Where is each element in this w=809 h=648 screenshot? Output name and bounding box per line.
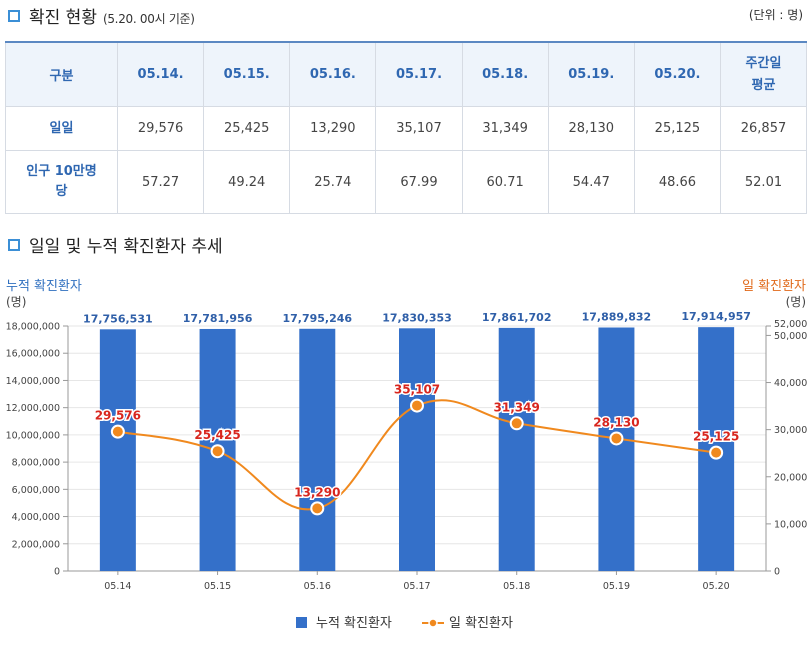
left-tick-label: 14,000,000 xyxy=(6,376,60,387)
line-value-label: 35,107 xyxy=(394,383,440,397)
line-value-label: 13,290 xyxy=(294,485,340,499)
bar-value-label: 17,781,956 xyxy=(183,312,253,325)
table-header-cell: 05.17. xyxy=(375,41,463,107)
right-tick-label: 50,000 xyxy=(774,331,807,342)
bar-value-label: 17,861,702 xyxy=(482,311,552,324)
line-value-label: 25,125 xyxy=(693,430,739,444)
left-tick-label: 2,000,000 xyxy=(12,539,60,550)
bar-value-label: 17,914,957 xyxy=(681,310,751,323)
table-header-cell: 05.20. xyxy=(633,41,722,107)
section-header-status: 확진 현황 (5.20. 00시 기준) xyxy=(8,3,195,28)
bar-cumulative xyxy=(399,328,435,571)
bar-value-label: 17,830,353 xyxy=(382,311,452,324)
left-tick-label: 4,000,000 xyxy=(12,512,60,523)
bar-cumulative xyxy=(299,328,336,571)
trend-chart: 누적 확진환자 (명) 일 확진환자 (명) 0 2,000,000 4,000,000 6,… xyxy=(0,272,809,644)
table-header-cell: 구분 xyxy=(5,41,118,107)
table-row: 인구 10만명 당 57.27 49.24 25.74 67.99 60.71 5… xyxy=(5,150,807,214)
bar-value-label: 17,889,832 xyxy=(582,310,652,323)
left-tick-label: 6,000,000 xyxy=(12,485,60,496)
legend-line-label: 일 확진환자 xyxy=(449,616,513,631)
table-cell: 48.66 xyxy=(633,150,722,214)
left-axis-title: 누적 확진환자 xyxy=(6,279,82,294)
table-header-cell: 05.19. xyxy=(547,41,635,107)
table-cell: 60.71 xyxy=(461,150,549,214)
x-tick-label: 05.15 xyxy=(204,581,231,592)
right-tick-label: 52,000 xyxy=(774,319,807,330)
table-header-row: 구분 05.14. 05.15. 05.16. 05.17. 05.18. 05… xyxy=(5,41,807,107)
right-tick-label: 20,000 xyxy=(774,472,807,483)
stats-table: 구분 05.14. 05.15. 05.16. 05.17. 05.18. 05… xyxy=(5,41,807,214)
daily-point xyxy=(509,416,524,431)
daily-point xyxy=(310,501,325,516)
left-tick-label: 0 xyxy=(54,567,60,578)
bar-cumulative xyxy=(99,329,136,571)
unit-label: (단위 : 명) xyxy=(748,8,803,22)
x-tick-label: 05.17 xyxy=(403,581,430,592)
line-value-label: 28,130 xyxy=(593,415,639,429)
table-header-cell: 05.18. xyxy=(461,41,549,107)
bar-cumulative xyxy=(598,327,635,571)
line-value-label: 25,425 xyxy=(194,428,240,442)
table-cell: 26,857 xyxy=(720,106,807,151)
daily-point xyxy=(210,444,225,459)
bar-value-label: 17,795,246 xyxy=(282,312,352,325)
section-subtitle: (5.20. 00시 기준) xyxy=(102,12,195,26)
right-axis-title: 일 확진환자 xyxy=(742,279,806,294)
table-cell: 49.24 xyxy=(203,150,291,214)
table-cell: 13,290 xyxy=(289,106,377,151)
chart-section-title: 일일 및 누적 확진환자 추세 xyxy=(29,237,223,257)
right-tick-label: 0 xyxy=(774,567,780,578)
table-header-cell: 05.15. xyxy=(203,41,291,107)
x-tick-label: 05.18 xyxy=(503,581,530,592)
right-tick-label: 10,000 xyxy=(774,519,807,530)
table-cell: 54.47 xyxy=(547,150,635,214)
table-cell: 67.99 xyxy=(375,150,463,214)
table-header-cell: 05.16. xyxy=(289,41,377,107)
x-tick-label: 05.20 xyxy=(703,581,730,592)
table-cell: 29,576 xyxy=(116,106,205,151)
table-cell: 57.27 xyxy=(116,150,205,214)
chart-svg: 누적 확진환자(명)일 확진환자(명)02,000,0004,000,0006,… xyxy=(6,279,808,631)
bar-value-label: 17,756,531 xyxy=(83,312,153,325)
right-tick-label: 40,000 xyxy=(774,378,807,389)
table-row: 일일 29,576 25,425 13,290 35,107 31,349 28… xyxy=(5,106,807,151)
line-value-label: 29,576 xyxy=(95,409,141,423)
section-title: 확진 현황 xyxy=(29,8,97,28)
legend-bar-swatch xyxy=(296,617,307,628)
legend-bar-label: 누적 확진환자 xyxy=(316,616,392,631)
daily-point xyxy=(709,445,724,460)
line-value-label: 31,349 xyxy=(494,400,540,414)
bullet-square-icon xyxy=(8,10,20,22)
left-axis-unit: (명) xyxy=(6,295,26,309)
bar-cumulative xyxy=(498,327,535,571)
x-tick-label: 05.19 xyxy=(603,581,630,592)
left-tick-label: 8,000,000 xyxy=(12,458,60,469)
left-tick-label: 12,000,000 xyxy=(6,403,60,414)
daily-point xyxy=(609,431,624,446)
daily-point xyxy=(410,398,424,413)
table-header-cell: 주간일 평균 xyxy=(720,41,807,107)
legend-line-marker xyxy=(428,618,438,628)
section-header-chart: 일일 및 누적 확진환자 추세 xyxy=(8,232,223,257)
bullet-square-icon xyxy=(8,239,20,251)
table-cell: 52.01 xyxy=(720,150,807,214)
left-tick-label: 10,000,000 xyxy=(6,430,60,441)
table-cell: 25,425 xyxy=(203,106,291,151)
row-label: 인구 10만명 당 xyxy=(5,150,118,214)
table-cell: 31,349 xyxy=(461,106,549,151)
table-cell: 25,125 xyxy=(633,106,722,151)
row-label: 일일 xyxy=(5,106,118,151)
x-tick-label: 05.14 xyxy=(104,581,131,592)
table-cell: 25.74 xyxy=(289,150,377,214)
right-axis-unit: (명) xyxy=(786,295,806,309)
daily-point xyxy=(110,424,125,439)
table-cell: 28,130 xyxy=(547,106,635,151)
table-header-cell: 05.14. xyxy=(116,41,205,107)
left-tick-label: 18,000,000 xyxy=(6,322,60,333)
table-cell: 35,107 xyxy=(375,106,463,151)
right-tick-label: 30,000 xyxy=(774,425,807,436)
x-tick-label: 05.16 xyxy=(304,581,331,592)
left-tick-label: 16,000,000 xyxy=(6,349,60,360)
